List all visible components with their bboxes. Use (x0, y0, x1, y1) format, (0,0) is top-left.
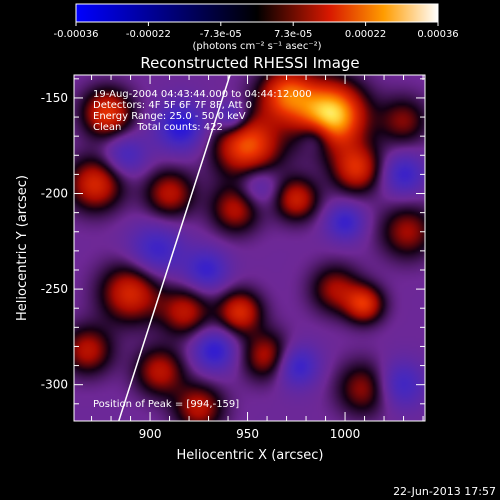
chart-title: Reconstructed RHESSI Image (140, 54, 359, 72)
plot-annotations: 19-Aug-2004 04:43:44.000 to 04:44:12.000… (93, 89, 312, 410)
colorbar: -0.00036 -0.00022 -7.3e-05 7.3e-05 0.00022 0.… (54, 3, 459, 52)
time-range-text: 19-Aug-2004 04:43:44.000 to 04:44:12.000 (93, 89, 312, 100)
colorbar-tick-label: -0.00022 (126, 29, 171, 40)
energy-range-text: Energy Range: 25.0 - 50.0 keV (93, 111, 246, 122)
y-tick-label: -300 (41, 378, 68, 392)
y-tick-label: -150 (41, 91, 68, 105)
limb-line (117, 75, 231, 421)
colorbar-tick-label: 0.00022 (345, 29, 386, 40)
colorbar-tick-label: -7.3e-05 (200, 29, 242, 40)
colorbar-tick-label: 7.3e-05 (274, 29, 312, 40)
y-axis-label: Heliocentric Y (arcsec) (15, 175, 30, 321)
x-tick-label: 1000 (330, 427, 361, 441)
y-tick-label: -200 (41, 187, 68, 201)
x-tick-label: 900 (139, 427, 162, 441)
clean-counts-text: Clean Total counts: 422 (93, 122, 223, 133)
footer-date: 22-Jun-2013 17:57 (393, 485, 496, 498)
colorbar-label: (photons cm⁻² s⁻¹ asec⁻²) (192, 41, 321, 52)
colorbar-tick-label: 0.00036 (417, 29, 458, 40)
colorbar-gradient (75, 3, 439, 23)
x-tick-label: 950 (236, 427, 259, 441)
heatmap-image (74, 75, 425, 421)
colorbar-tick-label: -0.00036 (54, 29, 99, 40)
plot-frame (73, 74, 426, 422)
x-axis-label: Heliocentric X (arcsec) (177, 448, 324, 463)
peak-position-text: Position of Peak = [994,-159] (93, 399, 239, 410)
detectors-text: Detectors: 4F 5F 6F 7F 8F, Att 0 (93, 100, 252, 111)
y-tick-label: -250 (41, 282, 68, 296)
axis-ticks: 900 950 1000 -150 -200 -250 -300 (41, 75, 425, 441)
